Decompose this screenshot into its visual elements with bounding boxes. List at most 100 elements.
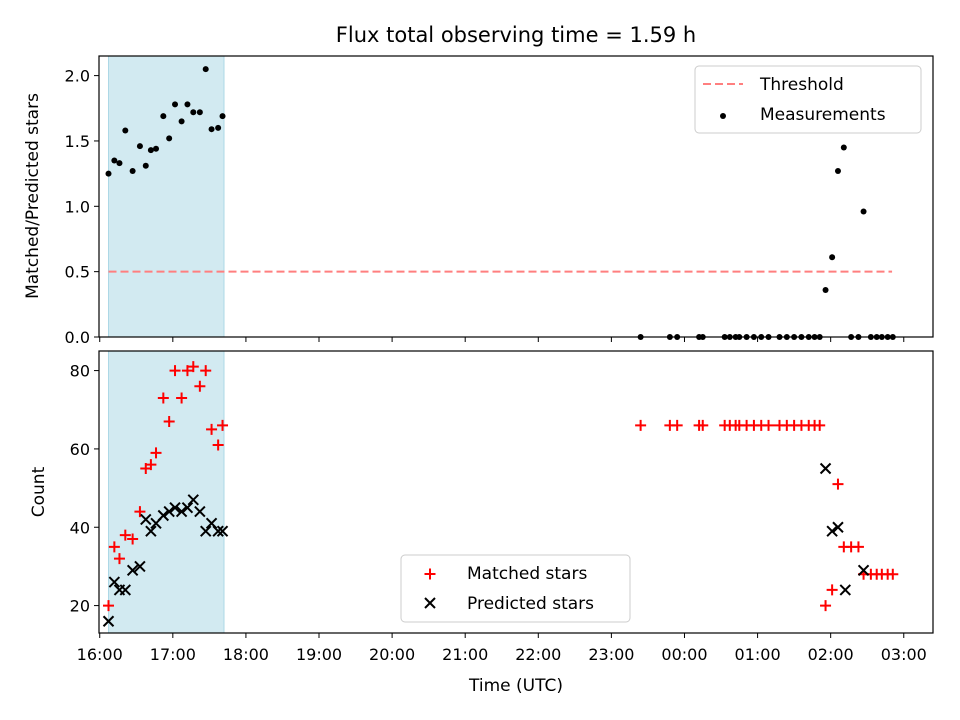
matched-star-point bbox=[113, 553, 125, 565]
predicted-star-point bbox=[175, 505, 188, 518]
bottom-y-axis-label: Count bbox=[29, 466, 49, 517]
chart-title: Flux total observing time = 1.59 h bbox=[336, 23, 696, 47]
x-axis-label: Time (UTC) bbox=[468, 676, 563, 696]
measurement-point bbox=[136, 143, 143, 150]
x-tick-label: 19:00 bbox=[296, 645, 342, 664]
predicted-star-point bbox=[819, 462, 832, 475]
predicted-star-point bbox=[134, 560, 146, 573]
bottom-y-tick-label: 60 bbox=[70, 440, 90, 459]
top-y-tick-label: 1.0 bbox=[65, 197, 90, 216]
predicted-star-point bbox=[857, 564, 870, 577]
legend-predicted-label: Predicted stars bbox=[467, 594, 594, 614]
matched-star-point bbox=[187, 361, 199, 373]
matched-star-point bbox=[206, 423, 218, 435]
matched-star-point bbox=[134, 506, 146, 518]
top-axes-frame bbox=[98, 55, 934, 338]
measurement-point bbox=[840, 144, 847, 151]
matched-star-point bbox=[820, 600, 832, 612]
matched-star-point bbox=[108, 541, 120, 553]
top-y-axis-label: Matched/Predicted stars bbox=[23, 93, 43, 299]
x-tick-label: 01:00 bbox=[735, 645, 781, 664]
x-tick-label: 03:00 bbox=[881, 645, 927, 664]
x-tick-label: 17:00 bbox=[150, 645, 196, 664]
measurement-point bbox=[834, 168, 841, 175]
measurement-point bbox=[860, 208, 867, 215]
predicted-star-point bbox=[194, 505, 206, 518]
predicted-star-point bbox=[169, 501, 181, 514]
predicted-star-point bbox=[826, 525, 838, 537]
matched-star-point bbox=[163, 416, 175, 427]
bottom-panel: 20 40 60 80 16:00 17:00 18:00 19:00 20:00 21:00 22… bbox=[70, 350, 934, 664]
x-tick-label: 18:00 bbox=[223, 645, 269, 664]
top-panel: 0.0 0.5 1.0 1.5 2.0 Threshold Measurements bbox=[65, 55, 934, 347]
matched-star-point bbox=[763, 419, 775, 431]
matched-star-point bbox=[814, 419, 826, 431]
measurement-point bbox=[196, 109, 203, 116]
measurement-point bbox=[142, 162, 149, 169]
x-tick-label: 23:00 bbox=[588, 645, 634, 664]
predicted-star-point bbox=[119, 584, 132, 596]
measurement-point bbox=[190, 109, 197, 116]
measurement-point bbox=[153, 145, 160, 152]
legend-threshold-label: Threshold bbox=[759, 75, 844, 95]
predicted-star-point bbox=[102, 615, 115, 627]
matched-star-point bbox=[150, 447, 162, 459]
bottom-axes-frame bbox=[98, 350, 934, 634]
top-y-tick-label: 0.0 bbox=[65, 328, 90, 347]
x-tick-label: 21:00 bbox=[442, 645, 488, 664]
x-tick-label: 22:00 bbox=[515, 645, 561, 664]
predicted-star-point bbox=[212, 525, 224, 537]
predicted-star-point bbox=[200, 525, 212, 537]
predicted-star-point bbox=[145, 525, 157, 537]
matched-star-point bbox=[169, 365, 181, 377]
x-tick-label: 00:00 bbox=[661, 645, 707, 664]
legend-box bbox=[694, 65, 922, 134]
matched-star-point bbox=[217, 419, 229, 431]
predicted-star-point bbox=[157, 509, 170, 522]
matched-star-point bbox=[181, 365, 193, 377]
measurement-point bbox=[829, 254, 836, 261]
matched-star-point bbox=[832, 478, 844, 490]
measurement-point bbox=[208, 126, 215, 133]
matched-star-point bbox=[194, 380, 206, 392]
top-observing-span bbox=[108, 55, 225, 338]
x-tick-label: 02:00 bbox=[808, 645, 854, 664]
predicted-star-point bbox=[140, 513, 152, 526]
matched-star-point bbox=[157, 392, 169, 404]
measurement-point bbox=[172, 101, 179, 108]
top-y-tick-label: 0.5 bbox=[65, 263, 90, 282]
matched-star-point bbox=[635, 419, 647, 431]
measurement-point bbox=[166, 135, 173, 142]
measurement-point bbox=[219, 113, 226, 120]
top-y-tick-label: 2.0 bbox=[65, 67, 90, 86]
measurement-point bbox=[111, 157, 118, 164]
matched-star-point bbox=[212, 439, 224, 451]
legend-measurements-label: Measurements bbox=[760, 105, 886, 125]
predicted-star-point bbox=[187, 494, 199, 506]
legend-predicted-swatch bbox=[424, 597, 436, 609]
matched-star-point bbox=[103, 600, 115, 612]
measurement-point bbox=[116, 160, 123, 167]
matched-star-point bbox=[852, 541, 864, 553]
measurement-point bbox=[202, 66, 209, 73]
measurement-point bbox=[160, 113, 167, 120]
measurement-point bbox=[215, 124, 222, 131]
legend-matched-label: Matched stars bbox=[467, 564, 587, 584]
x-tick-label: 16:00 bbox=[77, 645, 123, 664]
bottom-legend: Matched stars Predicted stars bbox=[400, 554, 631, 623]
matched-star-point bbox=[119, 529, 131, 541]
predicted-star-point bbox=[163, 505, 175, 518]
measurement-point bbox=[822, 286, 829, 293]
legend-matched-swatch bbox=[424, 568, 436, 580]
measurement-point bbox=[178, 118, 185, 125]
measurement-point bbox=[105, 170, 112, 177]
measurement-point bbox=[147, 147, 154, 154]
matched-star-point bbox=[145, 459, 157, 471]
bottom-y-tick-label: 80 bbox=[70, 362, 90, 381]
matched-star-point bbox=[697, 419, 709, 431]
top-legend: Threshold Measurements bbox=[694, 65, 922, 134]
measurement-point bbox=[129, 168, 136, 175]
bottom-y-tick-label: 20 bbox=[70, 597, 90, 616]
matched-star-point bbox=[887, 568, 899, 580]
